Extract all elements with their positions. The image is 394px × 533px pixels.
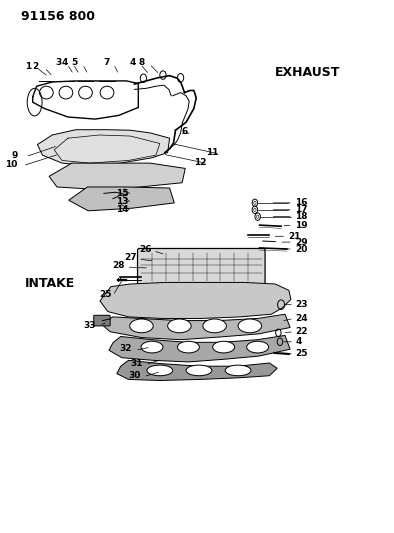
Text: 16: 16 xyxy=(295,198,307,207)
Ellipse shape xyxy=(213,341,234,353)
Text: 17: 17 xyxy=(295,205,307,214)
Text: 24: 24 xyxy=(296,314,308,323)
Ellipse shape xyxy=(225,365,251,376)
Ellipse shape xyxy=(247,341,269,353)
Text: 4: 4 xyxy=(296,337,302,346)
Text: 27: 27 xyxy=(124,253,137,262)
Text: 6: 6 xyxy=(181,127,188,136)
Text: 32: 32 xyxy=(119,344,132,353)
Text: 20: 20 xyxy=(295,245,307,254)
Text: 33: 33 xyxy=(83,321,96,330)
Text: 31: 31 xyxy=(130,359,143,367)
Ellipse shape xyxy=(168,319,191,333)
Ellipse shape xyxy=(130,319,153,333)
Text: 26: 26 xyxy=(139,245,152,254)
Text: 11: 11 xyxy=(206,148,218,157)
Polygon shape xyxy=(117,360,277,381)
Text: 14: 14 xyxy=(116,205,129,214)
Ellipse shape xyxy=(141,341,163,353)
Text: 18: 18 xyxy=(295,212,307,221)
Polygon shape xyxy=(100,282,291,318)
Text: 22: 22 xyxy=(296,327,308,336)
Polygon shape xyxy=(49,163,185,190)
FancyBboxPatch shape xyxy=(94,316,110,326)
Text: EXHAUST: EXHAUST xyxy=(275,66,341,79)
Text: 12: 12 xyxy=(194,158,206,166)
Text: 29: 29 xyxy=(295,238,307,247)
Text: 19: 19 xyxy=(295,221,307,230)
Text: 2: 2 xyxy=(33,62,39,70)
Text: 21: 21 xyxy=(288,232,301,241)
Text: 25: 25 xyxy=(296,350,308,359)
Text: 7: 7 xyxy=(103,58,110,67)
Text: 28: 28 xyxy=(113,261,125,270)
Polygon shape xyxy=(109,335,290,362)
Ellipse shape xyxy=(203,319,226,333)
Text: 4: 4 xyxy=(129,58,136,67)
Text: 30: 30 xyxy=(128,370,141,379)
Text: INTAKE: INTAKE xyxy=(25,277,75,289)
Text: 1: 1 xyxy=(25,62,31,70)
Ellipse shape xyxy=(186,365,212,376)
Text: 8: 8 xyxy=(138,58,145,67)
Text: 9: 9 xyxy=(12,151,18,160)
Text: 10: 10 xyxy=(5,160,17,168)
Text: 4: 4 xyxy=(62,58,68,67)
Text: 23: 23 xyxy=(296,300,308,309)
Ellipse shape xyxy=(147,365,173,376)
Text: 91156 800: 91156 800 xyxy=(21,10,95,23)
Polygon shape xyxy=(69,187,174,211)
Text: 25: 25 xyxy=(99,289,112,298)
Text: 13: 13 xyxy=(116,197,129,206)
Ellipse shape xyxy=(177,341,199,353)
Polygon shape xyxy=(101,314,290,340)
Polygon shape xyxy=(37,130,169,166)
Ellipse shape xyxy=(238,319,262,333)
Text: 5: 5 xyxy=(71,58,78,67)
FancyBboxPatch shape xyxy=(138,248,265,286)
Text: 3: 3 xyxy=(56,58,62,67)
Text: 15: 15 xyxy=(116,189,129,198)
